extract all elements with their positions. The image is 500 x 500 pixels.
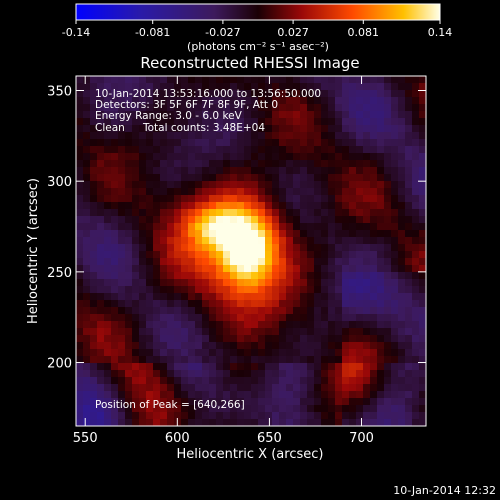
- y-tick-label: 300: [47, 175, 72, 190]
- annotation-peak-position: Position of Peak = [640,266]: [95, 399, 245, 411]
- annotation-detectors: Detectors: 3F 5F 6F 7F 8F 9F, Att 0: [95, 99, 278, 111]
- colorbar-tick-label: -0.027: [205, 26, 240, 39]
- annotation-time-range: 10-Jan-2014 13:53:16.000 to 13:56:50.000: [95, 88, 321, 100]
- y-tick-label: 250: [47, 266, 72, 281]
- annotation-total-counts: Total counts: 3.48E+04: [142, 122, 265, 134]
- x-tick-label: 550: [73, 431, 98, 446]
- colorbar-tick-label: -0.14: [62, 26, 90, 39]
- footer-timestamp: 10-Jan-2014 12:32: [393, 484, 496, 497]
- x-tick-label: 600: [165, 431, 190, 446]
- colorbar-tick-label: 0.14: [428, 26, 453, 39]
- x-axis-ticks: 550 600 650 700: [73, 76, 374, 446]
- colorbar-tick-label: -0.081: [135, 26, 170, 39]
- plot-frame: [75, 75, 427, 427]
- colorbar-tick-label: 0.081: [348, 26, 380, 39]
- x-tick-label: 700: [349, 431, 374, 446]
- x-tick-label: 650: [257, 431, 282, 446]
- y-tick-label: 350: [47, 85, 72, 100]
- annotation-energy-range: Energy Range: 3.0 - 6.0 keV: [95, 110, 243, 122]
- colorbar-ticks: -0.14 -0.081 -0.027 0.027 0.081 0.14: [62, 20, 452, 39]
- colorbar-tick-label: 0.027: [277, 26, 309, 39]
- annotation-method: Clean: [95, 122, 125, 134]
- colorbar: [75, 3, 441, 21]
- x-axis-label: Heliocentric X (arcsec): [177, 447, 324, 462]
- y-axis-label: Heliocentric Y (arcsec): [26, 178, 41, 324]
- chart-title: Reconstructed RHESSI Image: [140, 54, 359, 72]
- y-tick-label: 200: [47, 357, 72, 372]
- heatmap-image: [76, 76, 426, 426]
- y-axis-ticks: 200 250 300 350: [47, 85, 426, 372]
- colorbar-unit-label: (photons cm⁻² s⁻¹ asec⁻²): [187, 40, 329, 53]
